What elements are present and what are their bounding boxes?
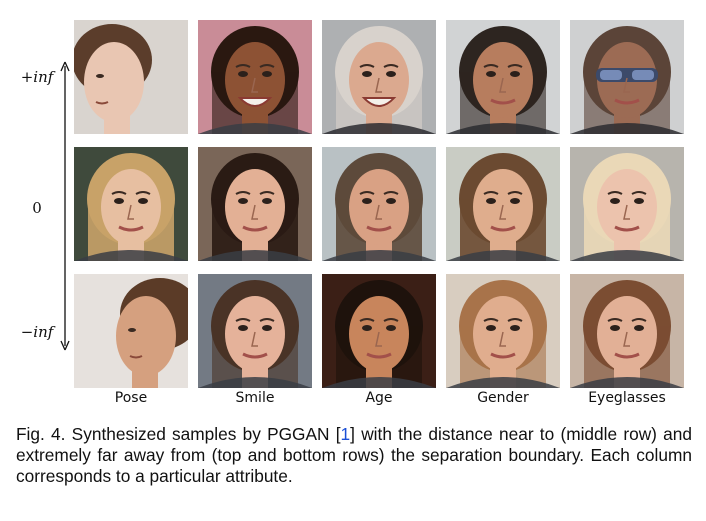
row-label-minus-inf: −inf <box>20 323 54 341</box>
row-label-zero: 0 <box>32 199 42 217</box>
column-label-gender: Gender <box>477 390 529 406</box>
face-pose-minus <box>74 274 188 388</box>
face-pose-zero <box>74 147 188 261</box>
face-gender-minus <box>446 274 560 388</box>
face-smile-zero <box>198 147 312 261</box>
figure-caption: Fig. 4. Synthesized samples by PGGAN [1]… <box>16 424 692 487</box>
face-gender-plus <box>446 20 560 134</box>
face-age-zero <box>322 147 436 261</box>
double-arrow-axis <box>60 61 70 351</box>
column-label-pose: Pose <box>114 390 148 406</box>
column-label-smile: Smile <box>235 390 275 406</box>
face-eyeglasses-zero <box>570 147 684 261</box>
face-smile-plus <box>198 20 312 134</box>
caption-suffix: ] with the distance near to (middle row)… <box>16 424 692 486</box>
face-gender-zero <box>446 147 560 261</box>
column-label-age: Age <box>365 390 393 406</box>
row-label-plus-inf: +inf <box>20 68 54 86</box>
column-label-eyeglasses: Eyeglasses <box>588 390 666 406</box>
caption-prefix: Fig. 4. Synthesized samples by PGGAN [ <box>16 424 341 444</box>
face-eyeglasses-plus <box>570 20 684 134</box>
face-smile-minus <box>198 274 312 388</box>
citation-link[interactable]: 1 <box>340 424 351 444</box>
face-eyeglasses-minus <box>570 274 684 388</box>
face-pose-plus <box>74 20 188 134</box>
face-age-minus <box>322 274 436 388</box>
face-age-plus <box>322 20 436 134</box>
